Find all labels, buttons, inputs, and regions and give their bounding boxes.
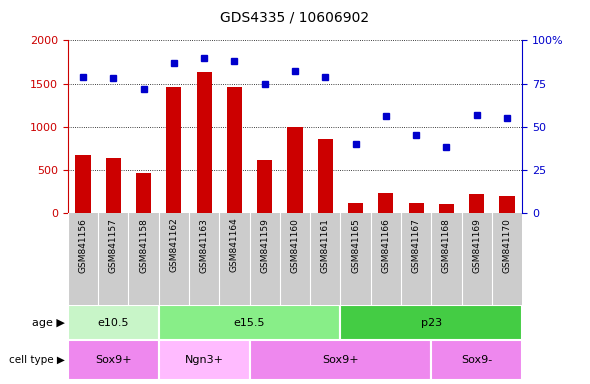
Text: GSM841159: GSM841159	[260, 218, 269, 273]
Text: GSM841162: GSM841162	[169, 218, 178, 273]
Bar	[439, 204, 454, 213]
Text: GSM841168: GSM841168	[442, 218, 451, 273]
Bar	[196, 72, 212, 213]
Bar	[469, 194, 484, 213]
Bar	[68, 305, 159, 340]
Text: Sox9+: Sox9+	[322, 355, 359, 365]
Text: GSM841163: GSM841163	[199, 218, 209, 273]
Text: GSM841166: GSM841166	[381, 218, 391, 273]
Text: GSM841156: GSM841156	[78, 218, 87, 273]
Bar	[499, 196, 514, 213]
Text: GSM841170: GSM841170	[503, 218, 512, 273]
Text: cell type ▶: cell type ▶	[9, 355, 65, 365]
Bar	[136, 174, 151, 213]
Bar	[159, 305, 340, 340]
Text: GSM841167: GSM841167	[412, 218, 421, 273]
Text: p23: p23	[421, 318, 442, 328]
Text: Sox9+: Sox9+	[95, 355, 132, 365]
Bar	[317, 139, 333, 213]
Bar	[68, 340, 159, 380]
Text: GSM841158: GSM841158	[139, 218, 148, 273]
Text: GSM841165: GSM841165	[351, 218, 360, 273]
Bar	[340, 305, 522, 340]
Text: Ngn3+: Ngn3+	[185, 355, 224, 365]
Bar	[227, 87, 242, 213]
Bar	[76, 155, 91, 213]
Text: GDS4335 / 10606902: GDS4335 / 10606902	[221, 10, 369, 24]
Text: GSM841160: GSM841160	[290, 218, 300, 273]
Bar	[257, 161, 272, 213]
Bar	[159, 340, 250, 380]
Bar	[250, 340, 431, 380]
Bar	[431, 340, 522, 380]
Text: GSM841169: GSM841169	[472, 218, 481, 273]
Bar	[166, 87, 182, 213]
Bar	[348, 203, 363, 213]
Bar	[408, 203, 424, 213]
Text: GSM841161: GSM841161	[321, 218, 330, 273]
Text: e10.5: e10.5	[97, 318, 129, 328]
Text: Sox9-: Sox9-	[461, 355, 492, 365]
Text: age ▶: age ▶	[32, 318, 65, 328]
Bar	[106, 158, 121, 213]
Text: e15.5: e15.5	[234, 318, 266, 328]
Text: GSM841157: GSM841157	[109, 218, 118, 273]
Bar	[378, 193, 394, 213]
Bar	[287, 127, 303, 213]
Text: GSM841164: GSM841164	[230, 218, 239, 273]
